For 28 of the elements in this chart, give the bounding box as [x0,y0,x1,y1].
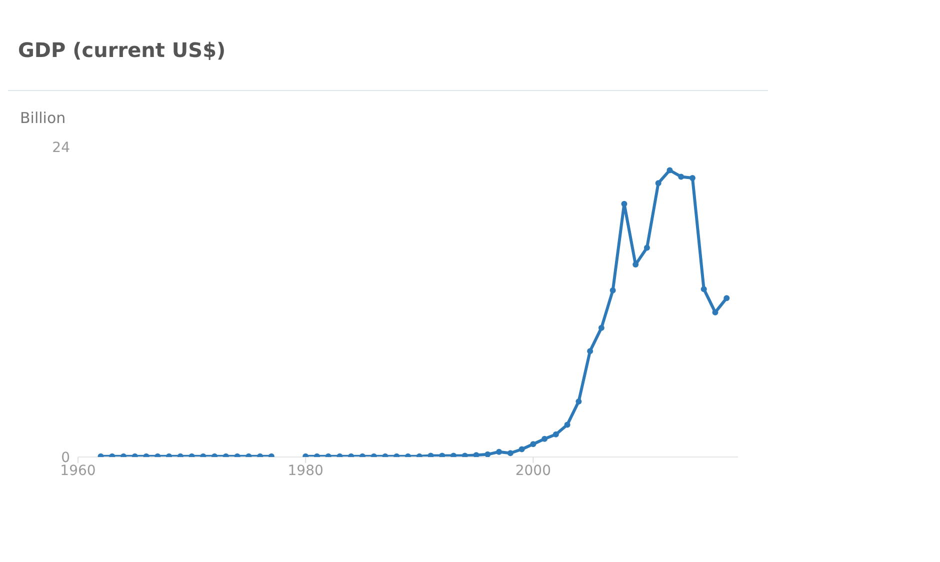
chart-title: GDP (current US$) [8,8,768,91]
point [507,450,514,456]
y-tick-label: 24 [52,140,70,156]
point [700,286,707,292]
point [496,448,502,455]
point [689,175,696,181]
point [655,180,662,186]
point [518,446,525,452]
point [632,262,639,268]
point [587,348,594,354]
point [610,287,616,294]
point [576,398,582,404]
point [644,244,650,251]
point [598,324,604,331]
point [621,200,628,207]
point [542,436,548,442]
point [552,431,559,438]
x-tick-label: 1980 [288,462,324,479]
point [564,422,570,428]
x-tick-label: 2000 [515,462,551,479]
point [666,167,673,174]
point [530,441,536,448]
point [484,451,491,457]
point [678,174,684,180]
y-axis-title: Billion [19,108,67,127]
point [724,295,730,302]
point [712,309,718,316]
point [473,452,480,457]
